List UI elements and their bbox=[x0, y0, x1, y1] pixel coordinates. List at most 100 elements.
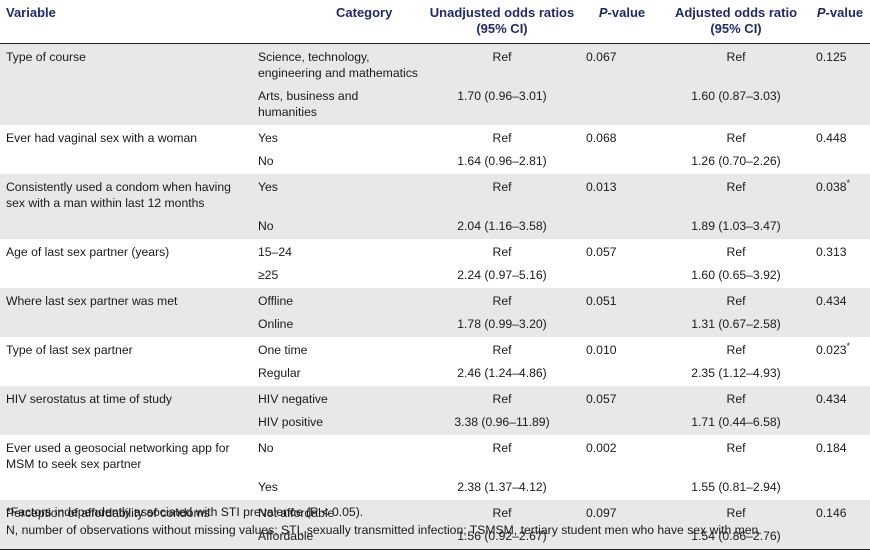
category-cell: Yes bbox=[258, 131, 278, 145]
unadjusted-or-cell: 1.64 (0.96–2.81) bbox=[457, 154, 547, 168]
adjusted-p-value-cell bbox=[810, 150, 870, 174]
p-italic: P bbox=[816, 5, 826, 20]
category-cell: HIV negative bbox=[254, 386, 422, 411]
adjusted-or-cell: 2.35 (1.12–4.93) bbox=[691, 366, 781, 380]
adjusted-p-value-cell: 0.434 bbox=[810, 386, 870, 411]
variable-cell: Type of last sex partner bbox=[6, 343, 133, 357]
unadjusted-or-cell: 2.24 (0.97–5.16) bbox=[457, 268, 547, 282]
unadjusted-or-cell: Ref bbox=[422, 174, 582, 215]
p-value-cell bbox=[582, 476, 662, 500]
table-body: Type of course Science, technology, engin… bbox=[0, 43, 870, 549]
header-adjusted: Adjusted odds ratio (95% CI) bbox=[674, 5, 798, 36]
table-row: Online 1.78 (0.99–3.20) 1.31 (0.67–2.58) bbox=[0, 313, 870, 337]
variable-cell bbox=[0, 150, 254, 174]
table-row: Consistently used a condom when having s… bbox=[0, 174, 870, 215]
footnote-abbreviations: N, number of observations without missin… bbox=[6, 523, 762, 537]
category-cell: No bbox=[258, 154, 274, 168]
table-row: Type of course Science, technology, engin… bbox=[0, 43, 870, 85]
adjusted-p-value-cell: 0.125 bbox=[810, 43, 870, 85]
p-value-cell bbox=[582, 150, 662, 174]
significance-asterisk: * bbox=[846, 340, 851, 351]
variable-cell bbox=[0, 411, 254, 435]
adjusted-or-cell: 1.89 (1.03–3.47) bbox=[662, 215, 810, 239]
p-value-cell: 0.068 bbox=[586, 131, 617, 145]
p-value-cell bbox=[582, 264, 662, 288]
variable-cell bbox=[0, 264, 254, 288]
adjusted-or-cell: 1.26 (0.70–2.26) bbox=[691, 154, 781, 168]
p-value-cell bbox=[582, 85, 662, 125]
unadjusted-or-cell: Ref bbox=[422, 288, 582, 313]
adjusted-p-value-cell bbox=[810, 525, 870, 549]
unadjusted-or-cell: Ref bbox=[492, 245, 512, 259]
category-cell: Online bbox=[254, 313, 422, 337]
variable-cell bbox=[0, 313, 254, 337]
variable-cell: Perception of affordability of condoms bbox=[0, 500, 254, 525]
unadjusted-or-cell: Ref bbox=[422, 500, 582, 525]
category-cell: Regular bbox=[258, 366, 301, 380]
table-row: No 1.64 (0.96–2.81) 1.26 (0.70–2.26) bbox=[0, 150, 870, 174]
adjusted-p-value-cell bbox=[810, 476, 870, 500]
table-row: Where last sex partner was met Offline Ref… bbox=[0, 288, 870, 313]
unadjusted-or-cell: 3.38 (0.96–11.89) bbox=[422, 411, 582, 435]
p-value-cell bbox=[582, 215, 662, 239]
unadjusted-or-cell: Ref bbox=[492, 441, 512, 455]
adjusted-or-cell: Ref bbox=[726, 441, 746, 455]
table-row: Perception of affordability of condoms No… bbox=[0, 500, 870, 525]
unadjusted-or-cell: 2.38 (1.37–4.12) bbox=[457, 480, 547, 494]
unadjusted-or-cell: 2.46 (1.24–4.86) bbox=[457, 366, 547, 380]
table-row: Age of last sex partner (years) 15–24 Ref 0… bbox=[0, 239, 870, 264]
p-value-cell: 0.002 bbox=[586, 441, 617, 455]
header-p-value: P-value bbox=[598, 5, 646, 20]
unadjusted-or-cell: 1.70 (0.96–3.01) bbox=[422, 85, 582, 125]
header-category: Category bbox=[336, 5, 393, 20]
table-row: ≥25 2.24 (0.97–5.16) 1.60 (0.65–3.92) bbox=[0, 264, 870, 288]
unadjusted-or-cell: 1.78 (0.99–3.20) bbox=[422, 313, 582, 337]
p-value-cell: 0.013 bbox=[582, 174, 662, 215]
significance-asterisk: * bbox=[846, 177, 851, 188]
variable-cell bbox=[0, 85, 254, 125]
adjusted-p-value-cell: 0.184 bbox=[816, 441, 847, 455]
adjusted-p-value-cell: 0.038* bbox=[810, 174, 870, 215]
unadjusted-or-cell: Ref bbox=[492, 343, 512, 357]
adjusted-p-value-cell bbox=[810, 313, 870, 337]
table-row: Regular 2.46 (1.24–4.86) 2.35 (1.12–4.93) bbox=[0, 362, 870, 386]
table-footnotes: *Factors independently associated with S… bbox=[6, 503, 762, 539]
header-unadjusted: Unadjusted odds ratios (95% CI) bbox=[429, 5, 575, 36]
p-value-cell: 0.010 bbox=[586, 343, 617, 357]
adjusted-p-value-cell bbox=[810, 411, 870, 435]
adjusted-or-cell: 1.71 (0.44–6.58) bbox=[662, 411, 810, 435]
adjusted-p-value-cell bbox=[810, 215, 870, 239]
p-value-cell: 0.067 bbox=[582, 43, 662, 85]
variable-cell: Type of course bbox=[0, 43, 254, 85]
category-cell: Yes bbox=[254, 174, 422, 215]
footnote-significance: *Factors independently associated with S… bbox=[6, 505, 364, 519]
adjusted-or-cell: Ref bbox=[662, 500, 810, 525]
header-variable: Variable bbox=[6, 5, 56, 20]
p-value-cell: 0.057 bbox=[586, 245, 617, 259]
unadjusted-or-cell: 2.04 (1.16–3.58) bbox=[422, 215, 582, 239]
p-value-cell bbox=[582, 362, 662, 386]
category-cell: Not affordable bbox=[254, 500, 422, 525]
table-row: Type of last sex partner One time Ref 0.010… bbox=[0, 337, 870, 362]
adjusted-p-value-cell bbox=[810, 85, 870, 125]
category-cell: Arts, business and humanities bbox=[254, 85, 422, 125]
p-value-cell: 0.051 bbox=[582, 288, 662, 313]
category-cell: Science, technology, engineering and mat… bbox=[254, 43, 422, 85]
adjusted-p-value-cell bbox=[810, 362, 870, 386]
adjusted-p-value-cell bbox=[810, 264, 870, 288]
category-cell: ≥25 bbox=[258, 268, 279, 282]
adjusted-or-cell: 1.31 (0.67–2.58) bbox=[662, 313, 810, 337]
variable-cell bbox=[0, 476, 254, 500]
p-value-cell: 0.097 bbox=[582, 500, 662, 525]
p-value-cell bbox=[582, 411, 662, 435]
adjusted-or-cell: Ref bbox=[662, 288, 810, 313]
table-row: HIV positive 3.38 (0.96–11.89) 1.71 (0.44–… bbox=[0, 411, 870, 435]
adjusted-p-value-cell: 0.023* bbox=[816, 340, 851, 357]
unadjusted-or-cell: Ref bbox=[492, 131, 512, 145]
category-cell: No bbox=[254, 215, 422, 239]
adjusted-or-cell: Ref bbox=[662, 174, 810, 215]
adjusted-or-cell: 1.60 (0.87–3.03) bbox=[662, 85, 810, 125]
variable-cell: HIV serostatus at time of study bbox=[0, 386, 254, 411]
